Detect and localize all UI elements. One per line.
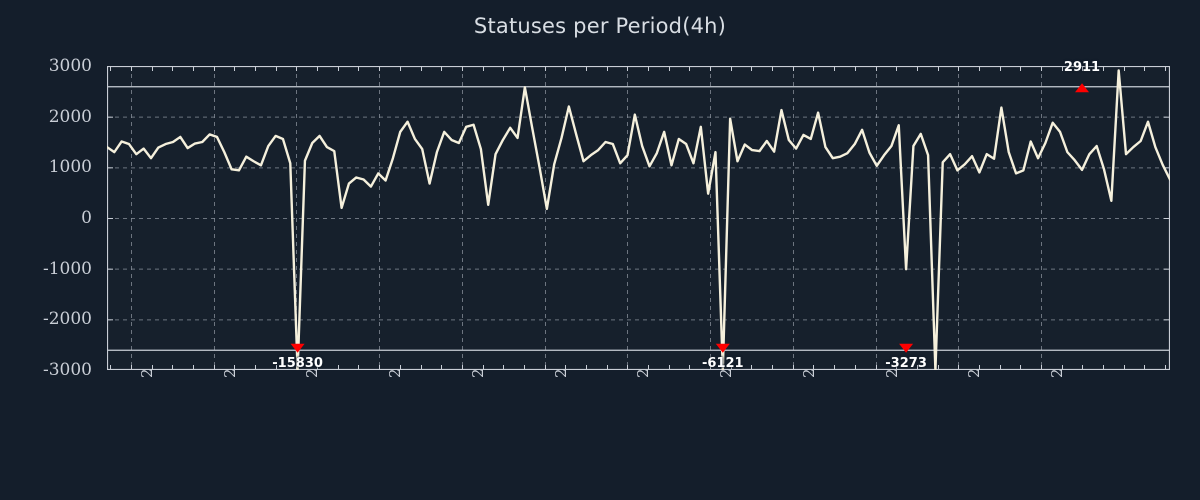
- annotation-label: -3273: [885, 355, 927, 371]
- y-axis-tick-label: -1000: [42, 258, 92, 279]
- plot-area: -15830 -6121 -3273 2911: [107, 60, 1170, 371]
- y-axis-tick-label: -3000: [42, 360, 92, 380]
- annotation-marker[interactable]: [1075, 83, 1090, 93]
- series-plot: [107, 66, 1170, 370]
- annotation-label: -6121: [702, 355, 744, 371]
- y-axis-tick-label: -2000: [42, 309, 92, 330]
- y-axis-tick-label: 3000: [48, 56, 92, 76]
- annotation-marker[interactable]: [715, 343, 730, 353]
- series-line: [107, 69, 1170, 370]
- y-axis-tick-label: 2000: [48, 106, 92, 127]
- y-axis-tick-label: 1000: [48, 157, 92, 178]
- y-axis-tick-label: 0: [81, 208, 92, 228]
- annotation-marker[interactable]: [290, 343, 305, 353]
- annotation-marker[interactable]: [899, 343, 914, 353]
- annotation-label: -15830: [272, 355, 323, 371]
- annotation-label: 2911: [1063, 60, 1101, 76]
- chart-title: Statuses per Period(4h): [473, 14, 727, 38]
